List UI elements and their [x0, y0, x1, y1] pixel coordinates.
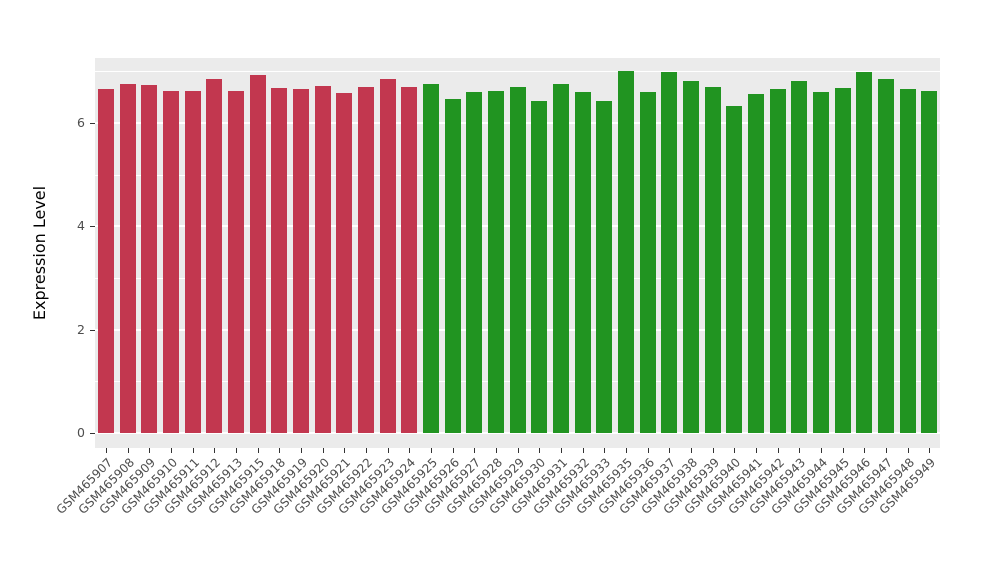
bar	[747, 94, 764, 433]
x-tick-mark	[409, 448, 411, 453]
bar	[184, 90, 201, 433]
x-tick-mark	[625, 448, 627, 453]
y-tick-mark	[90, 122, 95, 124]
bar	[509, 86, 526, 433]
x-tick-mark	[777, 448, 779, 453]
major-gridline	[95, 432, 940, 434]
x-tick-mark	[192, 448, 194, 453]
x-tick-mark	[820, 448, 822, 453]
x-tick-mark	[474, 448, 476, 453]
minor-gridline	[95, 71, 940, 73]
x-tick-mark	[885, 448, 887, 453]
x-tick-mark	[214, 448, 216, 453]
x-tick-mark	[755, 448, 757, 453]
bar	[466, 91, 483, 433]
x-tick-mark	[712, 448, 714, 453]
bar	[574, 91, 591, 433]
bar	[552, 84, 569, 433]
bar	[444, 98, 461, 433]
x-tick-mark	[669, 448, 671, 453]
bar	[422, 84, 439, 433]
bar	[119, 84, 136, 433]
bar	[141, 85, 158, 433]
x-tick-mark	[279, 448, 281, 453]
bar	[314, 85, 331, 433]
y-axis-title-text: Expression Level	[30, 185, 49, 321]
bar	[596, 101, 613, 433]
x-tick-mark	[105, 448, 107, 453]
x-tick-mark	[517, 448, 519, 453]
x-tick-mark	[560, 448, 562, 453]
y-tick-label: 2	[77, 321, 85, 337]
y-tick-label: 0	[77, 425, 85, 440]
y-tick-mark	[90, 433, 95, 434]
bar	[639, 91, 656, 433]
bar	[791, 81, 808, 433]
x-tick-mark	[344, 448, 346, 453]
bar	[531, 101, 548, 433]
x-tick-mark	[387, 448, 389, 453]
bar	[682, 81, 699, 433]
bar	[271, 88, 288, 433]
bar	[379, 79, 396, 433]
bar	[206, 78, 223, 433]
x-tick-mark	[539, 448, 541, 453]
x-tick-mark	[842, 448, 844, 453]
bar	[227, 90, 244, 433]
bar	[812, 91, 829, 433]
y-tick-mark	[90, 226, 95, 228]
x-tick-mark	[170, 448, 172, 453]
bar	[97, 89, 114, 433]
x-tick-mark	[322, 448, 324, 453]
y-tick-label: 6	[77, 114, 85, 130]
bar	[292, 89, 309, 433]
x-tick-mark	[257, 448, 259, 453]
x-tick-mark	[300, 448, 302, 453]
x-tick-mark	[690, 448, 692, 453]
bar	[899, 89, 916, 433]
bar	[726, 106, 743, 433]
x-tick-mark	[452, 448, 454, 453]
x-tick-mark	[799, 448, 801, 453]
bar	[769, 89, 786, 433]
bar	[617, 71, 634, 433]
bar	[877, 78, 894, 433]
x-tick-mark	[734, 448, 736, 453]
plot-panel	[95, 58, 940, 448]
bar	[704, 86, 721, 433]
bar	[401, 86, 418, 433]
x-tick-mark	[929, 448, 931, 453]
x-tick-mark	[430, 448, 432, 453]
y-tick-mark	[90, 329, 95, 331]
x-tick-mark	[495, 448, 497, 453]
y-tick-label: 4	[77, 218, 85, 234]
bar	[856, 72, 873, 433]
x-tick-mark	[864, 448, 866, 453]
x-tick-mark	[127, 448, 129, 453]
x-tick-mark	[907, 448, 909, 453]
bar	[834, 87, 851, 433]
x-tick-mark	[365, 448, 367, 453]
x-tick-mark	[582, 448, 584, 453]
x-tick-mark	[647, 448, 649, 453]
bar	[249, 74, 266, 433]
bar	[357, 86, 374, 433]
x-tick-mark	[604, 448, 606, 453]
x-tick-mark	[235, 448, 237, 453]
x-tick-mark	[149, 448, 151, 453]
bar	[921, 90, 938, 433]
bar	[162, 90, 179, 433]
bar	[661, 72, 678, 433]
bar	[487, 90, 504, 433]
bar	[336, 93, 353, 433]
